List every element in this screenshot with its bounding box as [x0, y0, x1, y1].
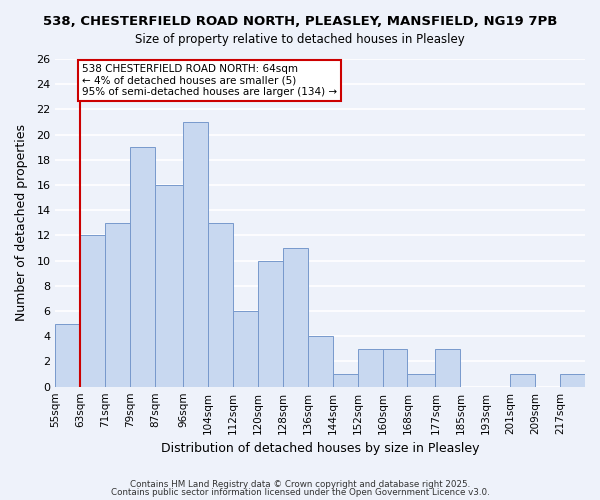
Bar — [80, 236, 105, 386]
X-axis label: Distribution of detached houses by size in Pleasley: Distribution of detached houses by size … — [161, 442, 479, 455]
Bar — [407, 374, 436, 386]
Bar — [358, 349, 383, 387]
Bar — [233, 311, 258, 386]
Bar — [560, 374, 585, 386]
Bar — [258, 260, 283, 386]
Bar — [208, 223, 233, 386]
Bar — [510, 374, 535, 386]
Bar — [308, 336, 332, 386]
Text: Contains HM Land Registry data © Crown copyright and database right 2025.: Contains HM Land Registry data © Crown c… — [130, 480, 470, 489]
Bar — [183, 122, 208, 386]
Text: 538, CHESTERFIELD ROAD NORTH, PLEASLEY, MANSFIELD, NG19 7PB: 538, CHESTERFIELD ROAD NORTH, PLEASLEY, … — [43, 15, 557, 28]
Bar — [130, 147, 155, 386]
Text: 538 CHESTERFIELD ROAD NORTH: 64sqm
← 4% of detached houses are smaller (5)
95% o: 538 CHESTERFIELD ROAD NORTH: 64sqm ← 4% … — [82, 64, 337, 97]
Bar — [155, 185, 183, 386]
Bar — [55, 324, 80, 386]
Bar — [105, 223, 130, 386]
Bar — [283, 248, 308, 386]
Text: Contains public sector information licensed under the Open Government Licence v3: Contains public sector information licen… — [110, 488, 490, 497]
Bar — [436, 349, 460, 387]
Bar — [332, 374, 358, 386]
Bar — [383, 349, 407, 387]
Text: Size of property relative to detached houses in Pleasley: Size of property relative to detached ho… — [135, 32, 465, 46]
Y-axis label: Number of detached properties: Number of detached properties — [15, 124, 28, 322]
